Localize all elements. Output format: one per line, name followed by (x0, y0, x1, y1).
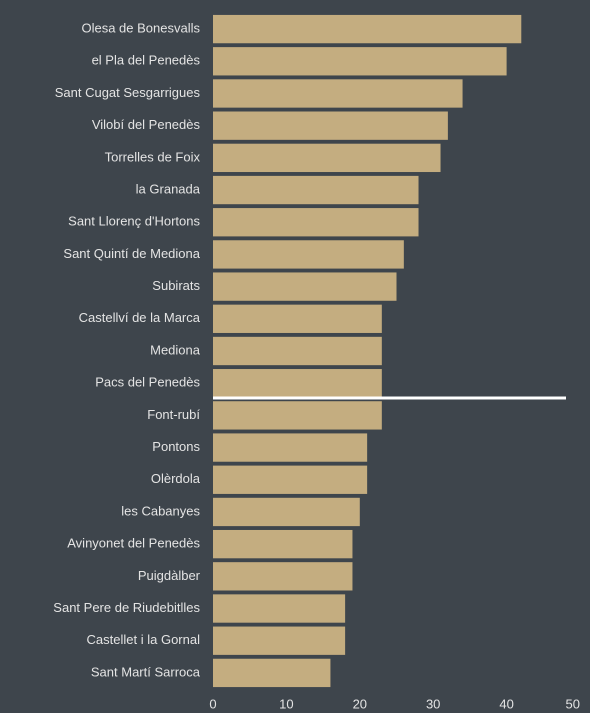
bar (213, 79, 463, 108)
bar (213, 497, 360, 527)
bar (213, 272, 397, 301)
y-tick-label: Olèrdola (151, 471, 201, 486)
y-tick-label: Torrelles de Foix (105, 149, 201, 164)
y-tick-label: Avinyonet del Penedès (67, 536, 200, 551)
bar (213, 111, 448, 140)
y-tick-label: Puigdàlber (138, 568, 201, 583)
y-tick-label: Sant Quintí de Mediona (63, 246, 200, 261)
y-tick-label: Castellví de la Marca (79, 310, 201, 325)
x-tick-label: 40 (499, 696, 513, 711)
bar (213, 433, 368, 462)
bar (213, 562, 353, 591)
y-tick-label: Pontons (152, 439, 200, 454)
bar (213, 208, 419, 237)
y-tick-label: Font-rubí (147, 407, 200, 422)
bar (213, 369, 382, 398)
bar (213, 401, 382, 430)
y-tick-label: Castellet i la Gornal (87, 632, 201, 647)
y-tick-label: Mediona (150, 342, 201, 357)
x-tick-label: 20 (353, 696, 367, 711)
y-tick-label: Sant Llorenç d'Hortons (68, 214, 200, 229)
bar (213, 143, 441, 173)
y-tick-label: Subirats (152, 278, 200, 293)
y-tick-label: Sant Cugat Sesgarrigues (55, 85, 201, 100)
y-tick-label: Vilobí del Penedès (92, 117, 201, 132)
bar (213, 626, 346, 655)
y-tick-label: la Granada (136, 181, 201, 196)
bar (213, 465, 368, 494)
bar (213, 304, 382, 333)
bar (213, 47, 507, 76)
x-tick-label: 30 (426, 696, 440, 711)
bar (213, 14, 522, 44)
y-tick-label: el Pla del Penedès (92, 53, 201, 68)
bar (213, 336, 382, 366)
bar (213, 175, 419, 205)
y-tick-label: Sant Pere de Riudebitlles (53, 600, 200, 615)
bar (213, 658, 331, 688)
x-tick-label: 10 (279, 696, 293, 711)
y-tick-label: Pacs del Penedès (95, 375, 200, 390)
bar (213, 529, 353, 559)
y-tick-label: Sant Martí Sarroca (91, 664, 201, 679)
bar (213, 240, 404, 269)
y-tick-label: Olesa de Bonesvalls (81, 21, 200, 36)
x-tick-label: 0 (209, 696, 216, 711)
bar (213, 594, 346, 623)
x-tick-label: 50 (566, 696, 580, 711)
y-tick-label: les Cabanyes (121, 503, 200, 518)
